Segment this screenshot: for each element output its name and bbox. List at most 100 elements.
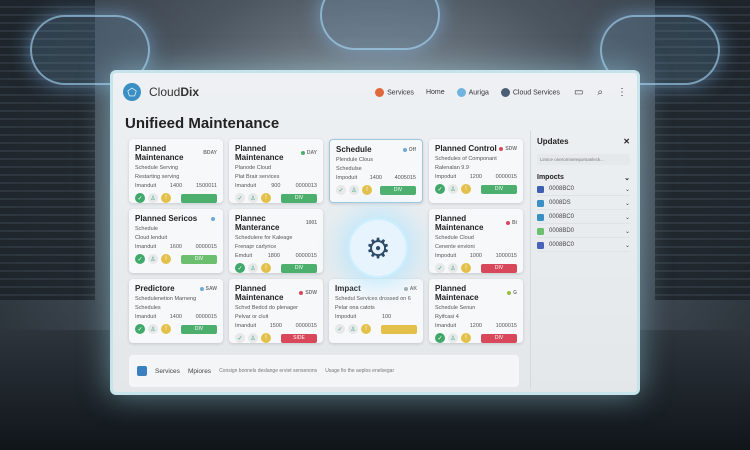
- meta-value: 1800: [267, 253, 280, 259]
- maintenance-card[interactable]: Planned Maintenance BDAY Schedule Serving R…: [129, 139, 223, 203]
- user-icon[interactable]: ♙: [349, 185, 359, 195]
- chevron-down-icon[interactable]: ⌄: [624, 214, 630, 221]
- impact-item[interactable]: 0008BC0 ⌄: [537, 183, 630, 196]
- chevron-down-icon[interactable]: ⌄: [624, 186, 630, 193]
- card-header: Planned Maintenance Bi: [435, 214, 517, 232]
- impact-icon: [537, 199, 544, 207]
- alert-icon[interactable]: !: [461, 333, 471, 343]
- nav-label: Auriga: [468, 88, 489, 96]
- maintenance-card[interactable]: Planned Sericos Schedule Cloud lenduit Iman…: [129, 209, 223, 273]
- chevron-down-icon[interactable]: ⌄: [624, 175, 630, 182]
- action-button[interactable]: DIV: [380, 185, 416, 195]
- user-icon[interactable]: ♙: [448, 263, 458, 273]
- maintenance-card[interactable]: Predictore SAW Schedulenetion Marneng Sched…: [129, 279, 223, 343]
- action-button[interactable]: DIV: [481, 333, 517, 343]
- check-icon[interactable]: ✓: [235, 333, 245, 343]
- alert-icon[interactable]: !: [461, 263, 471, 273]
- maintenance-card[interactable]: Schedule Off Plendule Clous Schedulse Impodu…: [329, 139, 423, 203]
- user-icon[interactable]: ♙: [348, 324, 358, 334]
- impact-item[interactable]: 0008BC0 ⌄: [537, 211, 630, 224]
- badge-text: Off: [408, 146, 416, 153]
- action-button[interactable]: SIDE: [281, 333, 317, 343]
- maintenance-card[interactable]: Planned Maintenance DAY Planode Cloud Plat …: [229, 139, 323, 203]
- alert-icon[interactable]: !: [261, 263, 271, 273]
- maintenance-card[interactable]: Impact AK Schedul Services drossed on 6 Pel…: [329, 279, 423, 343]
- action-button[interactable]: DIV: [481, 263, 517, 273]
- close-icon[interactable]: ✕: [623, 137, 630, 146]
- action-button[interactable]: DIV: [281, 193, 317, 203]
- alert-icon[interactable]: !: [362, 185, 372, 195]
- card-actions: ✓ ♙! DIV: [435, 333, 517, 343]
- brand: CloudDix: [149, 85, 199, 99]
- nav-item[interactable]: Cloud Services: [500, 87, 560, 97]
- check-icon[interactable]: ✓: [336, 185, 346, 195]
- maintenance-card[interactable]: Planned Maintenace G Schedule Senun Ryifcas…: [429, 279, 523, 343]
- action-button[interactable]: DIV: [281, 263, 317, 273]
- updates-title: Updates: [537, 137, 569, 146]
- search-icon[interactable]: ⌕: [597, 86, 603, 98]
- check-icon[interactable]: ✓: [435, 333, 445, 343]
- card-meta: Imanduit 1400 1500011: [135, 183, 217, 189]
- action-button[interactable]: DIV: [181, 324, 217, 334]
- action-button[interactable]: DIV: [481, 184, 517, 194]
- maintenance-card[interactable]: Planned Maintenance Bi Schedule Cloud Cenen…: [429, 209, 523, 273]
- user-icon[interactable]: ♙: [248, 333, 258, 343]
- alert-icon[interactable]: !: [461, 184, 471, 194]
- gear-icon: ⚙: [348, 218, 408, 278]
- user-icon[interactable]: ♙: [148, 254, 158, 264]
- user-icon[interactable]: ♙: [248, 263, 258, 273]
- alert-icon[interactable]: !: [361, 324, 371, 334]
- logo-icon: ⬠: [123, 83, 141, 101]
- check-icon[interactable]: ✓: [235, 263, 245, 273]
- action-button[interactable]: [181, 193, 217, 203]
- impact-item[interactable]: 0008DS ⌄: [537, 197, 630, 210]
- alert-icon[interactable]: !: [161, 254, 171, 264]
- check-icon[interactable]: ✓: [135, 193, 145, 203]
- check-icon[interactable]: ✓: [435, 184, 445, 194]
- impact-item[interactable]: 0008BD0 ⌄: [537, 225, 630, 238]
- check-icon[interactable]: ✓: [135, 254, 145, 264]
- check-icon[interactable]: ✓: [335, 324, 345, 334]
- maintenance-card[interactable]: Planned Maintenance SDW Schvd Bedcd do ple…: [229, 279, 323, 343]
- footer-services[interactable]: Services: [155, 367, 180, 375]
- user-icon[interactable]: ♙: [248, 193, 258, 203]
- nav-item[interactable]: Auriga: [456, 87, 489, 97]
- card-title: Predictore: [135, 284, 175, 293]
- check-icon[interactable]: ✓: [235, 193, 245, 203]
- more-icon[interactable]: ⋮: [617, 86, 627, 98]
- card-title: Planned Sericos: [135, 214, 198, 223]
- chevron-down-icon[interactable]: ⌄: [624, 242, 630, 249]
- impact-item[interactable]: 0008BC0 ⌄: [537, 239, 630, 252]
- updates-panel: Updates ✕ Linsce oneromnerepomanleck... I…: [530, 131, 636, 389]
- alert-icon[interactable]: !: [161, 193, 171, 203]
- maintenance-card[interactable]: Plannec Manterance 1001 Schedulere for Kal…: [229, 209, 323, 273]
- card-line: Cloud lenduit: [135, 235, 168, 241]
- maintenance-card[interactable]: Planned Control SDW Schedules of Componant…: [429, 139, 523, 203]
- user-icon[interactable]: ♙: [148, 324, 158, 334]
- chevron-down-icon[interactable]: ⌄: [624, 228, 630, 235]
- user-icon[interactable]: ♙: [448, 333, 458, 343]
- footer-mpiores[interactable]: Mpiores: [187, 367, 212, 375]
- nav-item[interactable]: Services: [375, 87, 414, 97]
- updates-search-input[interactable]: Linsce oneromnerepomanleck...: [537, 154, 630, 165]
- action-button[interactable]: DIV: [181, 254, 217, 264]
- card-header: Planned Maintenance SDW: [235, 284, 317, 302]
- nav-item[interactable]: Home: [426, 89, 445, 96]
- impact-label: 0008BC0: [549, 242, 575, 248]
- card-header: Planned Sericos: [135, 214, 217, 223]
- card-line: Schedulere for Kaleage: [235, 235, 293, 241]
- impact-label: 0008DS: [549, 200, 571, 206]
- user-icon[interactable]: ♙: [448, 184, 458, 194]
- check-icon[interactable]: ✓: [435, 263, 445, 273]
- alert-icon[interactable]: !: [261, 333, 271, 343]
- meta-value: Emduit: [235, 253, 253, 259]
- alert-icon[interactable]: !: [261, 193, 271, 203]
- action-button[interactable]: [381, 324, 417, 334]
- chat-icon[interactable]: ▭: [573, 86, 584, 98]
- status-badge: G: [507, 290, 517, 296]
- alert-icon[interactable]: !: [161, 324, 171, 334]
- check-icon[interactable]: ✓: [135, 324, 145, 334]
- card-line: Pelvar or cluit: [235, 314, 269, 320]
- user-icon[interactable]: ♙: [148, 193, 158, 203]
- chevron-down-icon[interactable]: ⌄: [624, 200, 630, 207]
